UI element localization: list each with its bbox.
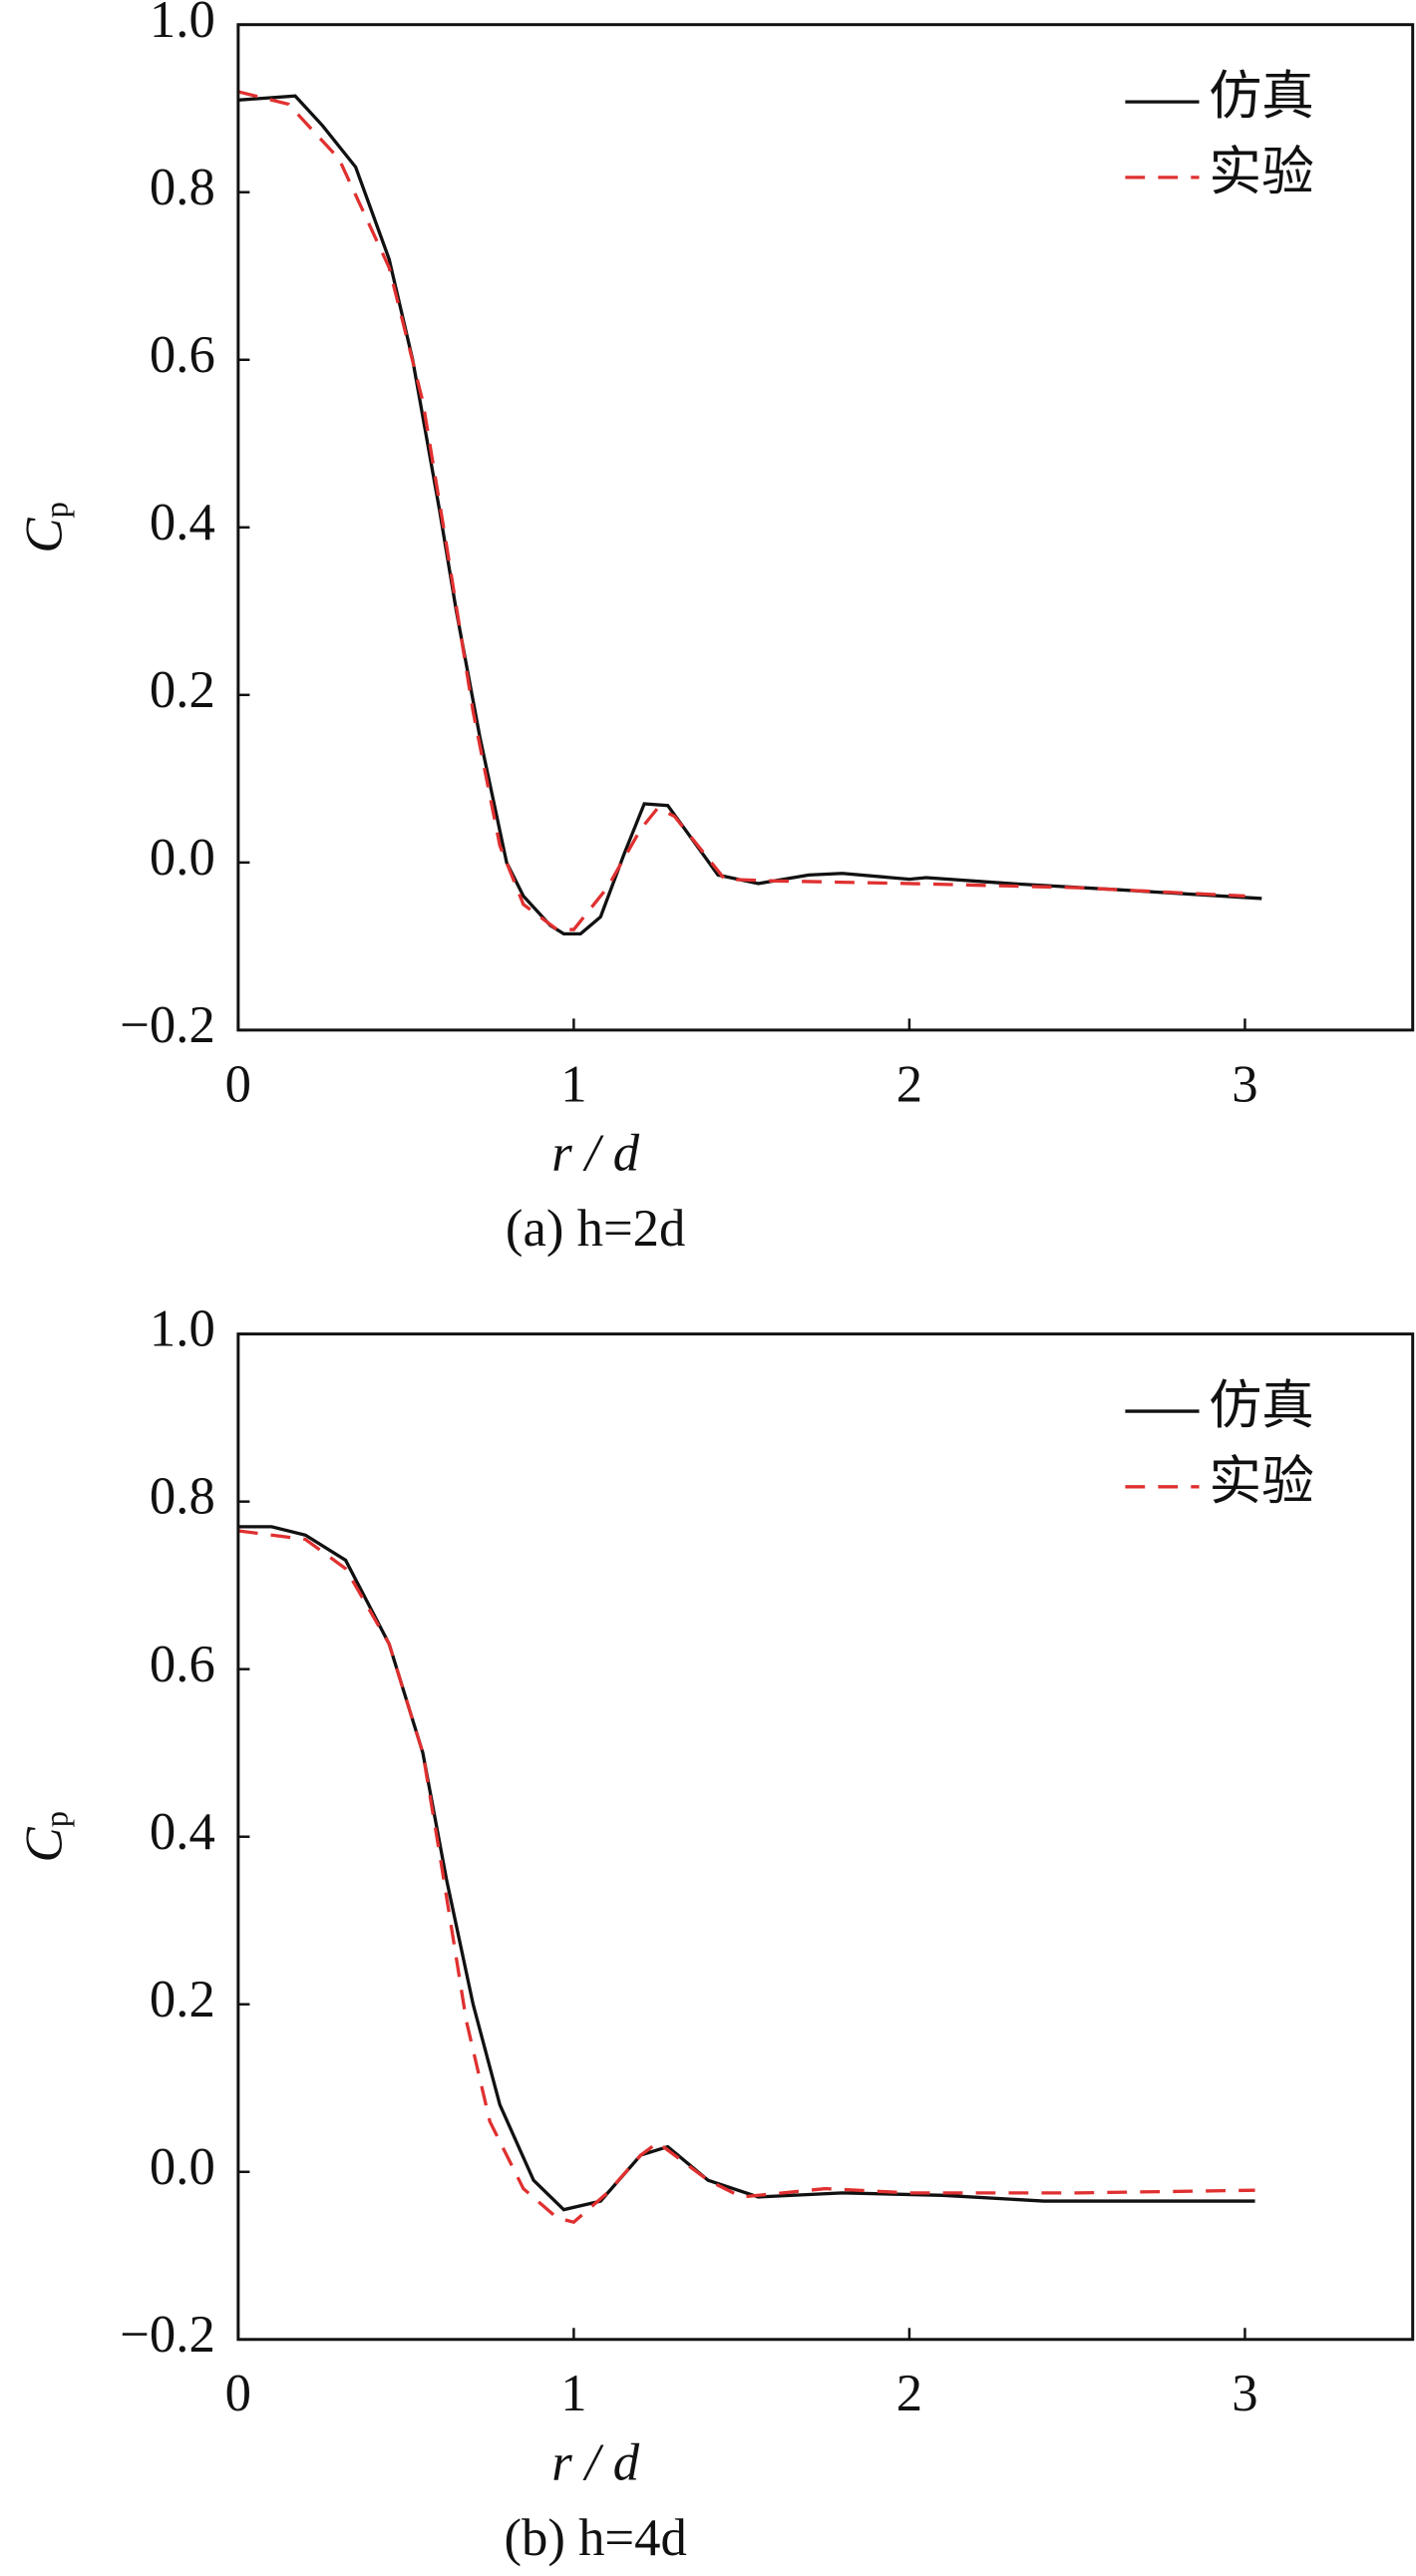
y-axis-label-sub: p [39, 1811, 75, 1827]
x-tick-label: 3 [1232, 1055, 1257, 1113]
y-tick-label: 0.4 [150, 494, 215, 552]
x-tick-label: 3 [1232, 2365, 1257, 2422]
plot-frame [236, 23, 1415, 1032]
y-tick-label: 0.8 [150, 159, 215, 216]
y-axis-label-main: C [16, 518, 74, 553]
y-tick-label: 1.0 [150, 0, 215, 49]
y-tick-label: −0.2 [120, 2306, 215, 2364]
caption: (b) h=4d [504, 2509, 686, 2567]
data-line [237, 94, 1262, 935]
y-axis-label: Cp [16, 1811, 75, 1863]
y-axis-label-main: C [16, 1827, 74, 1863]
x-axis-label: r / d [551, 1124, 640, 1182]
legend-label: 实验 [1209, 144, 1313, 201]
legend-label: 仿真 [1209, 1377, 1313, 1435]
x-tick-label: 1 [560, 2365, 586, 2422]
x-tick-label: 2 [896, 1055, 922, 1113]
y-tick-label: 0.6 [150, 326, 215, 384]
y-axis-label: Cp [16, 502, 75, 553]
y-tick-label: 0.0 [150, 829, 215, 887]
data-line [237, 1525, 1255, 2212]
legend-label: 仿真 [1209, 68, 1313, 126]
x-tick-label: 0 [225, 1055, 251, 1113]
y-tick-label: −0.2 [120, 996, 215, 1054]
data-line [237, 1529, 1255, 2224]
plot-frame [236, 1332, 1415, 2342]
y-tick-label: 1.0 [150, 1300, 215, 1358]
y-tick-label: 0.2 [150, 1971, 215, 2028]
y-axis-label-sub: p [39, 502, 75, 518]
x-tick-label: 2 [896, 2365, 922, 2422]
x-axis-label: r / d [551, 2433, 640, 2491]
data-line [237, 90, 1245, 931]
x-tick-label: 0 [225, 2365, 251, 2422]
x-tick-label: 1 [560, 1055, 586, 1113]
caption: (a) h=2d [506, 1200, 685, 1258]
y-tick-label: 0.2 [150, 661, 215, 719]
y-tick-label: 0.8 [150, 1468, 215, 1526]
y-tick-label: 0.6 [150, 1636, 215, 1693]
legend-label: 实验 [1209, 1453, 1313, 1511]
y-tick-label: 0.4 [150, 1803, 215, 1861]
y-tick-label: 0.0 [150, 2138, 215, 2196]
